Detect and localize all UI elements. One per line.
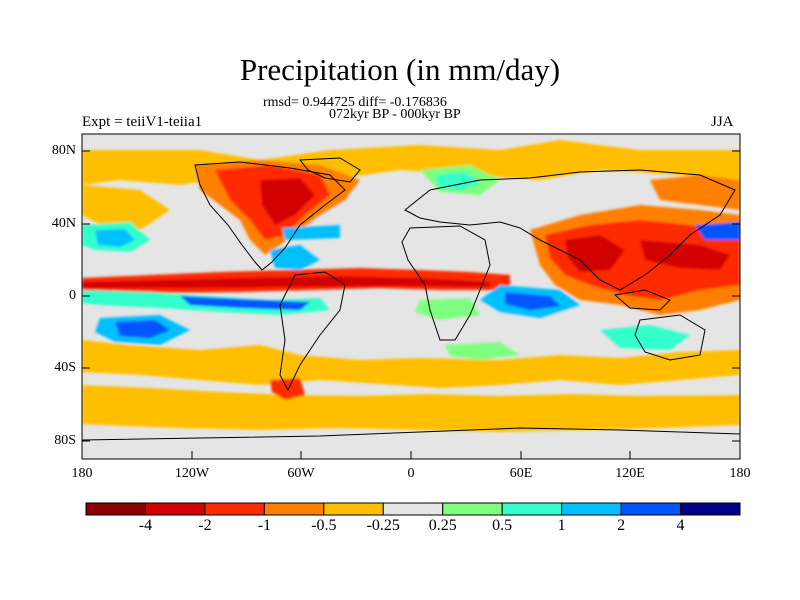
colorbar-label-9: 4 (676, 517, 685, 534)
australia-outline (634, 314, 706, 361)
lon-label-60w: 60W (287, 466, 315, 481)
lon-label-0: 0 (407, 466, 415, 481)
lon-ticks (81, 451, 741, 459)
lat-ticks (82, 150, 740, 442)
east-pacific-increase (180, 296, 310, 310)
colorbar-swatch-8 (561, 502, 622, 516)
lat-label-40n: 40N (51, 216, 76, 231)
colorbar-swatch-9 (620, 502, 682, 516)
lon-label-60e: 60E (509, 466, 533, 481)
period-text: 072kyr BP - 000kyr BP (329, 107, 461, 122)
lat-label-40s: 40S (54, 360, 76, 375)
colorbar-swatch-3 (263, 502, 325, 516)
africa-outline (401, 225, 491, 341)
south-indian-increase (445, 342, 520, 360)
ne-asia-decrease (650, 175, 740, 210)
colorbar-swatch-10 (680, 502, 741, 516)
colorbar-label-0: -4 (138, 517, 153, 534)
west-pacific-core (640, 240, 730, 270)
map-panel (82, 134, 740, 459)
colorbar-label-3: -0.5 (311, 517, 337, 534)
season-label: JJA (711, 114, 734, 130)
colorbar-swatch-4 (323, 502, 384, 516)
eurasia-outline (404, 169, 736, 291)
colorbar-label-7: 1 (557, 517, 566, 534)
colorbar-swatch-1 (144, 502, 206, 516)
lon-label-180e: 180 (729, 466, 751, 481)
expt-label: Expt = teiiV1-teiia1 (82, 114, 203, 130)
india-core (565, 235, 625, 272)
lat-label-0: 0 (69, 288, 76, 303)
colorbar-label-4: -0.25 (366, 517, 400, 534)
colorbar-label-1: -2 (198, 517, 212, 534)
precip-anomaly-fields (82, 140, 740, 432)
colorbar-swatch-0 (85, 502, 146, 516)
north-atlantic-increase (282, 225, 340, 240)
antarctica-outline (82, 427, 740, 441)
south-pacific-core (115, 320, 170, 338)
colorbar-label-5: 0.25 (428, 517, 457, 534)
australia-increase (600, 325, 690, 350)
colorbar-label-6: 0.5 (492, 517, 513, 534)
stats-text: rmsd= 0.944725 diff= -0.176836 (263, 95, 447, 110)
lon-label-120w: 120W (174, 466, 210, 481)
colorbar-swatch-5 (382, 502, 444, 516)
southern-midlat-decrease (82, 340, 740, 388)
north-atlantic-core (260, 178, 315, 225)
colorbar-label-8: 2 (617, 517, 626, 534)
nw-pacific-increase (695, 222, 740, 240)
europe-increase-core (435, 172, 480, 190)
lat-label-80s: 80S (54, 433, 76, 448)
lon-label-180w: 180 (71, 466, 93, 481)
south-america-outline (279, 271, 346, 392)
north-pacific-core (95, 229, 135, 247)
lat-label-80n: 80N (51, 143, 76, 158)
lon-label-120e: 120E (615, 466, 645, 481)
colorbar (85, 502, 741, 516)
colorbar-label-2: -1 (257, 517, 272, 534)
indian-ocean-core (505, 292, 560, 310)
southern-ocean-decrease (82, 385, 740, 432)
colorbar-swatch-6 (442, 502, 503, 516)
north-america-outline (194, 161, 346, 271)
nw-pacific-decrease (82, 185, 170, 230)
greenland-outline (298, 157, 361, 183)
colorbar-swatch-2 (204, 502, 265, 516)
colorbar-swatch-7 (501, 502, 563, 516)
indonesia-outline (613, 289, 671, 311)
map-title: Precipitation (in mm/day) (239, 52, 561, 87)
itcz-core (82, 276, 490, 288)
coastlines (82, 157, 740, 441)
